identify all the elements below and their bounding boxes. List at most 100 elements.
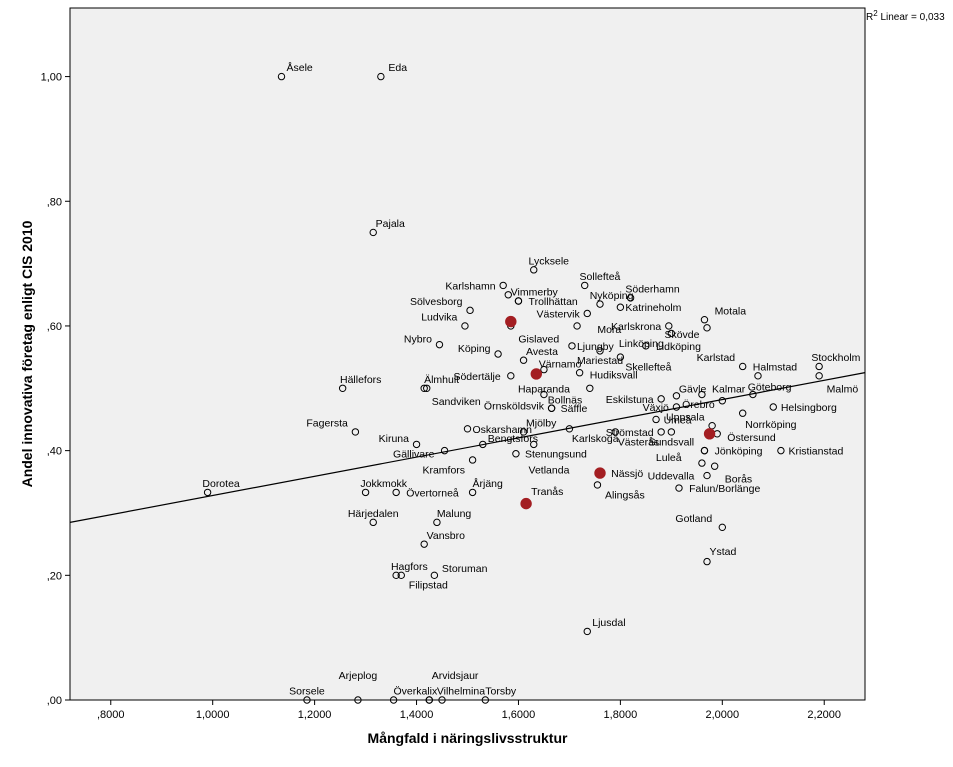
highlighted-point (594, 467, 606, 479)
point-label: Tranås (531, 486, 563, 498)
point-label: Karlstad (697, 352, 736, 364)
point-label: Nybro (404, 333, 432, 345)
point-label: Uddevalla (648, 471, 695, 483)
point-label: Karlskoga (572, 433, 619, 445)
point-label: Gotland (675, 513, 712, 525)
data-point (586, 384, 594, 392)
y-axis-title: Andel innovativa företag enligt CIS 2010 (19, 220, 35, 487)
data-point (626, 294, 635, 302)
point-label: Jokkmokk (360, 478, 407, 490)
y-tick-label: ,60 (47, 321, 62, 333)
point-label: Borås (725, 474, 752, 486)
x-tick-label: 1,8000 (604, 709, 638, 721)
data-point (672, 403, 681, 411)
data-point (392, 488, 400, 497)
data-point (657, 395, 665, 403)
point-label: Halmstad (753, 361, 798, 373)
data-point (611, 428, 619, 436)
data-point (377, 72, 385, 81)
point-label: Överkalix (394, 686, 439, 698)
point-label: Vetlanda (529, 464, 570, 476)
point-label: Fagersta (306, 418, 348, 430)
data-point (718, 523, 727, 532)
fit-line-label: R2 Linear = 0,033 (866, 9, 945, 24)
point-label: Gislaved (518, 333, 559, 345)
point-label: Älmhult (424, 374, 459, 386)
point-label: Örnsköldsvik (484, 401, 545, 413)
data-point (749, 390, 757, 399)
point-label: Lidköping (656, 341, 701, 353)
point-label: Skellefteå (625, 361, 671, 373)
data-point (667, 428, 676, 436)
x-tick-label: 2,2000 (807, 709, 841, 721)
x-tick-label: 1,4000 (400, 709, 434, 721)
point-label: Eskilstuna (606, 394, 654, 406)
data-point (596, 300, 604, 308)
data-point (440, 446, 449, 455)
data-point (815, 362, 823, 371)
data-point (583, 627, 591, 636)
point-label: Ljungby (577, 341, 615, 353)
y-tick-label: ,00 (47, 695, 62, 707)
highlighted-point (530, 368, 542, 380)
point-label: Filipstad (409, 580, 448, 592)
data-point (700, 316, 709, 324)
x-tick-label: 1,2000 (298, 709, 332, 721)
fit-label-prefix: R (866, 12, 873, 23)
point-label: Vilhelmina (437, 686, 485, 698)
point-label: Sandviken (432, 396, 481, 408)
point-label: Arvidsjaur (432, 670, 479, 682)
y-tick-label: ,40 (47, 446, 62, 458)
point-label: Bengtsfors (488, 433, 538, 445)
point-label: Alingsås (605, 489, 645, 501)
point-label: Kramfors (422, 464, 465, 476)
point-label: Hagfors (391, 561, 428, 573)
data-point (815, 372, 823, 380)
data-point (463, 425, 472, 433)
y-tick-label: 1,00 (41, 72, 62, 84)
data-point (519, 428, 528, 436)
data-point (481, 696, 490, 704)
point-label: Stockholm (811, 352, 860, 364)
data-point (425, 696, 433, 704)
data-point (338, 384, 347, 392)
point-label: Falun/Borlänge (689, 483, 760, 495)
point-label: Malung (437, 508, 472, 520)
data-point (466, 306, 474, 315)
data-point (412, 440, 421, 449)
data-point (700, 446, 709, 455)
data-point (435, 340, 444, 349)
data-point (203, 488, 212, 497)
data-point (530, 440, 538, 449)
point-label: Helsingborg (781, 402, 837, 414)
point-label: Ystad (709, 546, 736, 558)
point-label: Mjölby (526, 418, 557, 430)
point-label: Mariestad (577, 355, 623, 367)
data-point (547, 404, 556, 412)
point-label: Hudiksvall (590, 370, 638, 382)
data-point (777, 446, 785, 455)
point-label: Uppsala (666, 411, 705, 423)
data-point (593, 481, 602, 489)
data-point (568, 342, 576, 350)
highlighted-point (520, 497, 532, 510)
data-point (433, 518, 441, 527)
x-tick-label: 1,6000 (502, 709, 536, 721)
fit-label-suffix: Linear = 0,033 (878, 12, 945, 23)
point-label: Umeå (664, 414, 692, 426)
point-label: Söderhamn (625, 284, 679, 296)
point-label: Västervik (537, 308, 581, 320)
point-label: Sundsvall (649, 436, 695, 448)
data-point (738, 409, 747, 417)
data-point (369, 228, 377, 237)
data-point (461, 322, 469, 330)
point-label: Övertorneå (406, 487, 459, 499)
data-point (277, 72, 286, 81)
data-point (514, 297, 523, 305)
point-label: Bollnäs (548, 395, 582, 407)
data-point (540, 365, 548, 374)
data-point (392, 571, 400, 580)
point-label: Dorotea (202, 478, 240, 490)
point-labels: Åsele Eda Pajala Lycksele Sollefteå Karlshamn… (202, 61, 860, 697)
